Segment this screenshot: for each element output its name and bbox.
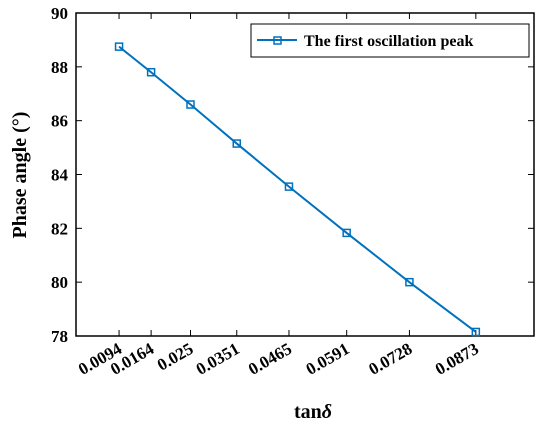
x-tick-label: 0.0873	[432, 339, 482, 379]
legend-marker-sample	[273, 36, 282, 45]
x-tick-label: 0.0728	[365, 339, 415, 379]
plot-area	[75, 12, 535, 337]
x-tick-label: 0.0465	[245, 339, 295, 379]
legend-label: The first oscillation peak	[304, 33, 473, 50]
y-tick-label: 86	[51, 112, 68, 131]
data-point-marker	[146, 67, 156, 77]
y-tick-label: 88	[51, 58, 68, 77]
y-tick-label: 82	[51, 219, 68, 238]
x-tick-label: 0.025	[154, 339, 197, 375]
series-line	[118, 45, 477, 333]
y-tick-label: 78	[51, 327, 68, 346]
y-tick-label: 90	[51, 4, 68, 23]
data-point-marker	[405, 277, 414, 287]
data-point-marker	[284, 182, 294, 191]
legend-box	[250, 23, 530, 58]
data-point-marker	[114, 42, 124, 51]
y-axis-title: Phase angle (°)	[9, 112, 31, 239]
x-axis-title: tanδ	[294, 401, 332, 423]
x-axis-title-prefix: tan	[294, 401, 322, 423]
x-tick-label: 0.0591	[303, 339, 353, 379]
plot-frame	[75, 12, 535, 337]
x-tick-label: 0.0351	[193, 339, 243, 379]
data-point-marker	[471, 327, 481, 337]
series-layer	[114, 42, 481, 337]
data-point-marker	[342, 228, 351, 238]
y-tick-label: 80	[51, 273, 68, 292]
legend: The first oscillation peak	[250, 23, 530, 58]
data-point-marker	[186, 100, 195, 109]
data-point-marker	[232, 139, 242, 148]
y-tick-label: 84	[51, 166, 69, 185]
y-axis: 78 80 82 84 86 88 90	[51, 4, 534, 346]
x-axis-title-symbol: δ	[322, 401, 332, 423]
